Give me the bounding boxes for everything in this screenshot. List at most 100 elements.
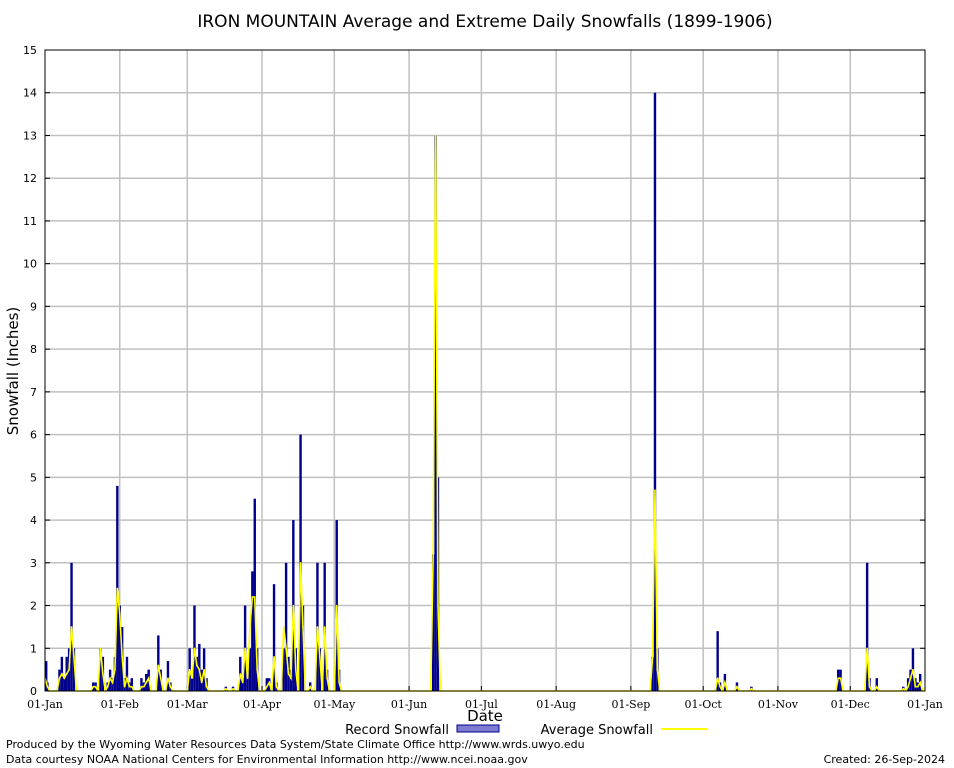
average-point <box>323 626 326 628</box>
average-point <box>118 613 121 615</box>
average-point <box>268 681 271 684</box>
average-point <box>837 677 840 679</box>
average-point <box>157 664 160 667</box>
average-point <box>266 685 268 688</box>
average-point <box>225 688 227 690</box>
average-point <box>275 685 278 688</box>
average-point <box>130 685 133 688</box>
average-point <box>912 668 914 671</box>
average-point <box>290 677 292 679</box>
average-point <box>651 656 654 658</box>
y-tick-label: 8 <box>30 343 37 356</box>
average-point <box>63 677 66 679</box>
record-bar <box>195 656 199 691</box>
average-point <box>256 668 258 671</box>
average-point <box>205 685 208 688</box>
average-point <box>326 677 328 679</box>
average-point <box>116 587 119 590</box>
x-tick-label: 01-Jan <box>27 698 63 711</box>
average-point <box>61 673 63 675</box>
y-tick-label: 13 <box>23 129 37 142</box>
x-tick-label: 01-Feb <box>101 698 139 711</box>
average-point <box>249 626 251 628</box>
average-point <box>169 685 172 688</box>
record-bar <box>318 648 322 691</box>
record-bar <box>166 661 170 691</box>
average-snowfall-line <box>44 134 925 694</box>
record-bar <box>431 554 435 691</box>
y-tick-label: 11 <box>23 215 37 228</box>
average-point <box>106 685 109 688</box>
average-point <box>914 685 917 688</box>
average-point <box>94 685 97 688</box>
x-tick-label: 01-May <box>313 698 356 711</box>
average-point <box>287 673 290 675</box>
average-point <box>191 677 193 679</box>
average-point <box>907 685 909 688</box>
record-bar <box>246 669 249 691</box>
average-point <box>167 677 169 679</box>
average-point <box>147 677 150 679</box>
average-point <box>70 626 73 628</box>
record-bar <box>99 648 102 691</box>
average-point <box>285 647 287 650</box>
average-point <box>335 604 338 607</box>
average-point <box>656 668 659 671</box>
record-bar <box>284 562 288 691</box>
record-bar <box>118 605 121 691</box>
average-point <box>273 656 275 658</box>
average-point <box>92 685 95 688</box>
average-point <box>253 596 256 598</box>
average-point <box>902 688 905 690</box>
average-point <box>866 647 868 650</box>
average-point <box>916 685 919 688</box>
grid-lines <box>44 49 926 692</box>
record-bar <box>248 648 252 691</box>
record-bar <box>282 648 285 691</box>
record-bar <box>241 678 244 691</box>
chart-title: IRON MOUNTAIN Average and Extreme Daily … <box>197 12 772 32</box>
average-point <box>246 677 249 679</box>
record-bar <box>653 92 657 692</box>
x-axis-tick-labels: 01-Jan 01-Feb 01-Mar 01-Apr 01-May 01-Jun 01-J… <box>27 698 943 711</box>
record-bar <box>865 562 869 691</box>
average-point <box>121 656 123 658</box>
average-point <box>200 681 203 684</box>
average-point <box>432 553 434 556</box>
average-point <box>750 688 753 690</box>
record-bar <box>265 678 269 691</box>
record-bar <box>72 648 76 691</box>
average-point <box>111 681 114 684</box>
record-bar <box>253 498 256 691</box>
y-tick-label: 4 <box>30 514 37 527</box>
average-point <box>839 677 842 679</box>
average-point <box>316 626 319 628</box>
y-tick-label: 0 <box>30 685 37 698</box>
average-point <box>58 677 61 679</box>
record-bar <box>63 678 66 691</box>
record-bar <box>198 643 201 691</box>
average-point <box>99 647 102 650</box>
record-bar <box>140 678 143 691</box>
average-point <box>123 685 126 688</box>
average-snowfall-polyline <box>44 135 925 694</box>
x-tick-label: 01-Jan <box>907 698 943 711</box>
y-tick-label: 3 <box>30 557 37 570</box>
y-tick-label: 2 <box>30 600 37 613</box>
x-tick-label: 01-Nov <box>758 698 799 711</box>
y-tick-label: 14 <box>23 87 37 100</box>
average-point <box>309 685 312 688</box>
average-point <box>437 604 439 607</box>
x-tick-label: 01-Sep <box>611 698 650 711</box>
x-tick-label: 01-Jun <box>391 698 427 711</box>
x-tick-label: 01-Jul <box>465 698 498 711</box>
y-tick-label: 5 <box>30 471 37 484</box>
average-point <box>198 668 201 671</box>
record-bar <box>45 661 48 691</box>
average-point <box>239 673 242 675</box>
average-point <box>319 656 321 658</box>
y-tick-label: 1 <box>30 642 37 655</box>
average-point <box>203 668 205 671</box>
average-point <box>140 685 143 688</box>
